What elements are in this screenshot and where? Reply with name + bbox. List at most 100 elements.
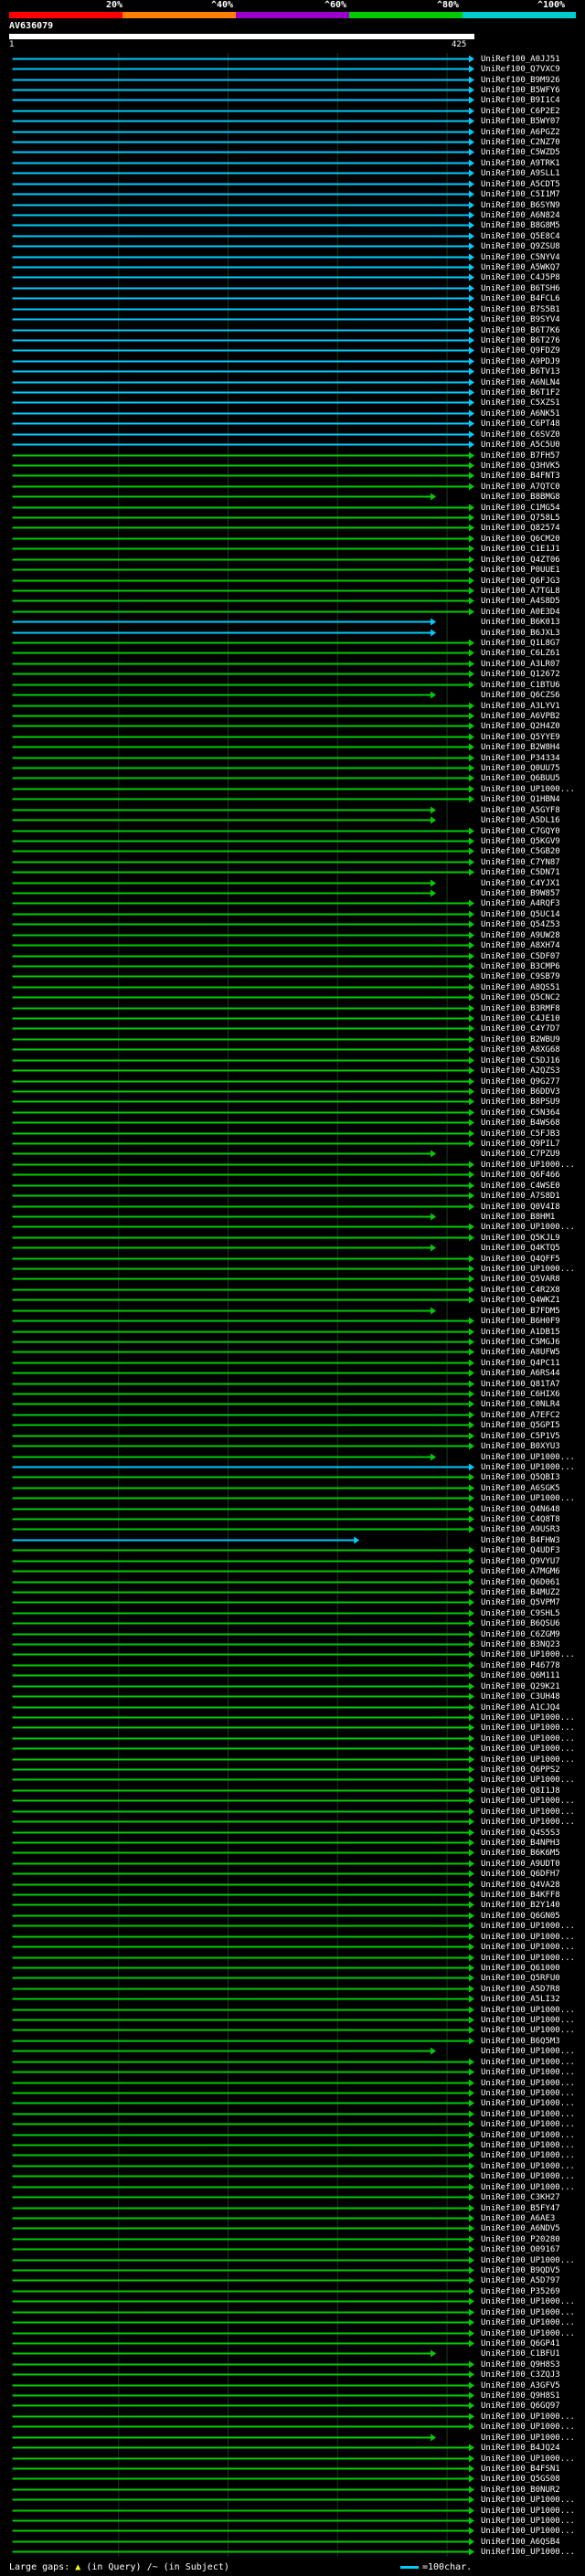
hit-label[interactable]: UniRef100_A4RQF3 bbox=[481, 898, 560, 908]
hit-label[interactable]: UniRef100_UP1000... bbox=[481, 2046, 575, 2056]
hit-label[interactable]: UniRef100_A9TRK1 bbox=[481, 158, 560, 168]
hit-label[interactable]: UniRef100_Q6CM20 bbox=[481, 534, 560, 544]
hit-label[interactable]: UniRef100_B9SYV4 bbox=[481, 314, 560, 324]
hit-label[interactable]: UniRef100_Q6PPS2 bbox=[481, 1765, 560, 1775]
hit-label[interactable]: UniRef100_UP1000... bbox=[481, 1921, 575, 1931]
hit-label[interactable]: UniRef100_B6Q5M3 bbox=[481, 2036, 560, 2046]
hit-label[interactable]: UniRef100_UP1000... bbox=[481, 2422, 575, 2432]
hit-label[interactable]: UniRef100_C4Y7D7 bbox=[481, 1023, 560, 1034]
hit-label[interactable]: UniRef100_Q8I1J8 bbox=[481, 1786, 560, 1796]
hit-label[interactable]: UniRef100_C6SVZ0 bbox=[481, 429, 560, 440]
hit-label[interactable]: UniRef100_B9I1C4 bbox=[481, 95, 560, 105]
hit-label[interactable]: UniRef100_B2WBU9 bbox=[481, 1034, 560, 1044]
hit-label[interactable]: UniRef100_A7TGL8 bbox=[481, 586, 560, 596]
hit-label[interactable]: UniRef100_Q5RFU0 bbox=[481, 1973, 560, 1983]
hit-label[interactable]: UniRef100_C7PZU9 bbox=[481, 1149, 560, 1159]
hit-label[interactable]: UniRef100_Q61000 bbox=[481, 1963, 560, 1973]
hit-label[interactable]: UniRef100_B4FHW3 bbox=[481, 1535, 560, 1545]
hit-label[interactable]: UniRef100_C4YJX1 bbox=[481, 878, 560, 888]
hit-label[interactable]: UniRef100_C4J5P8 bbox=[481, 272, 560, 282]
hit-label[interactable]: UniRef100_UP1000... bbox=[481, 2454, 575, 2464]
hit-label[interactable]: UniRef100_C5XZS1 bbox=[481, 398, 560, 408]
hit-label[interactable]: UniRef100_UP1000... bbox=[481, 1160, 575, 1170]
hit-label[interactable]: UniRef100_UP1000... bbox=[481, 2161, 575, 2171]
hit-label[interactable]: UniRef100_UP1000... bbox=[481, 1452, 575, 1462]
hit-label[interactable]: UniRef100_C4JE10 bbox=[481, 1013, 560, 1023]
hit-label[interactable]: UniRef100_B4FNT3 bbox=[481, 471, 560, 481]
hit-label[interactable]: UniRef100_UP1000... bbox=[481, 2296, 575, 2306]
hit-label[interactable]: UniRef100_B4JQ24 bbox=[481, 2443, 560, 2453]
hit-label[interactable]: UniRef100_Q9VYU7 bbox=[481, 1556, 560, 1566]
hit-label[interactable]: UniRef100_Q9PIL7 bbox=[481, 1139, 560, 1149]
hit-label[interactable]: UniRef100_B7FH57 bbox=[481, 451, 560, 461]
hit-label[interactable]: UniRef100_UP1000... bbox=[481, 1932, 575, 1942]
hit-label[interactable]: UniRef100_UP1000... bbox=[481, 2182, 575, 2192]
hit-label[interactable]: UniRef100_UP1000... bbox=[481, 1817, 575, 1827]
hit-label[interactable]: UniRef100_UP1000... bbox=[481, 1649, 575, 1659]
hit-label[interactable]: UniRef100_UP1000... bbox=[481, 2255, 575, 2265]
hit-label[interactable]: UniRef100_UP1000... bbox=[481, 1733, 575, 1744]
hit-label[interactable]: UniRef100_B7S5B1 bbox=[481, 304, 560, 314]
hit-label[interactable]: UniRef100_B4NPH3 bbox=[481, 1838, 560, 1848]
hit-label[interactable]: UniRef100_B6H0F9 bbox=[481, 1316, 560, 1326]
hit-label[interactable]: UniRef100_C5DF07 bbox=[481, 951, 560, 961]
hit-label[interactable]: UniRef100_UP1000... bbox=[481, 1723, 575, 1733]
hit-label[interactable]: UniRef100_Q9ZSU8 bbox=[481, 241, 560, 251]
hit-label[interactable]: UniRef100_Q6GQ97 bbox=[481, 2401, 560, 2411]
hit-label[interactable]: UniRef100_C1BTU6 bbox=[481, 680, 560, 690]
hit-label[interactable]: UniRef100_B5WFY6 bbox=[481, 85, 560, 95]
hit-label[interactable]: UniRef100_Q5E8C4 bbox=[481, 231, 560, 241]
hit-label[interactable]: UniRef100_UP1000... bbox=[481, 2015, 575, 2025]
hit-label[interactable]: UniRef100_B4MUZ2 bbox=[481, 1587, 560, 1597]
hit-label[interactable]: UniRef100_UP1000... bbox=[481, 784, 575, 794]
hit-label[interactable]: UniRef100_A3LYV1 bbox=[481, 701, 560, 711]
hit-label[interactable]: UniRef100_B6T276 bbox=[481, 335, 560, 345]
hit-label[interactable]: UniRef100_B8BMG8 bbox=[481, 492, 560, 502]
hit-label[interactable]: UniRef100_C4R2X8 bbox=[481, 1285, 560, 1295]
hit-label[interactable]: UniRef100_UP1000... bbox=[481, 2506, 575, 2516]
hit-label[interactable]: UniRef100_Q6FJG3 bbox=[481, 576, 560, 586]
hit-label[interactable]: UniRef100_Q9G277 bbox=[481, 1076, 560, 1087]
hit-label[interactable]: UniRef100_Q29K21 bbox=[481, 1681, 560, 1691]
hit-label[interactable]: UniRef100_B4FCL6 bbox=[481, 293, 560, 303]
hit-label[interactable]: UniRef100_B6JXL3 bbox=[481, 628, 560, 638]
hit-label[interactable]: UniRef100_C4WSE0 bbox=[481, 1181, 560, 1191]
hit-label[interactable]: UniRef100_C7YN87 bbox=[481, 857, 560, 867]
hit-label[interactable]: UniRef100_Q54Z53 bbox=[481, 919, 560, 929]
hit-label[interactable]: UniRef100_Q5VPM7 bbox=[481, 1597, 560, 1607]
hit-label[interactable]: UniRef100_B7FDM5 bbox=[481, 1306, 560, 1316]
hit-label[interactable]: UniRef100_C5MGJ6 bbox=[481, 1337, 560, 1347]
hit-label[interactable]: UniRef100_A4S8D5 bbox=[481, 596, 560, 606]
hit-label[interactable]: UniRef100_C2NZ70 bbox=[481, 137, 560, 147]
hit-label[interactable]: UniRef100_A6QSB4 bbox=[481, 2537, 560, 2547]
hit-label[interactable]: UniRef100_A5CDT5 bbox=[481, 179, 560, 189]
hit-label[interactable]: UniRef100_B3NQ23 bbox=[481, 1639, 560, 1649]
hit-label[interactable]: UniRef100_C3ZQJ3 bbox=[481, 2369, 560, 2380]
hit-label[interactable]: UniRef100_C0NLR4 bbox=[481, 1399, 560, 1409]
hit-label[interactable]: UniRef100_A9UW28 bbox=[481, 930, 560, 940]
hit-label[interactable]: UniRef100_A6SGK5 bbox=[481, 1483, 560, 1493]
hit-label[interactable]: UniRef100_Q9H8S1 bbox=[481, 2390, 560, 2401]
hit-label[interactable]: UniRef100_Q7VXC9 bbox=[481, 64, 560, 74]
hit-label[interactable]: UniRef100_Q82574 bbox=[481, 523, 560, 533]
hit-label[interactable]: UniRef100_C6P2E2 bbox=[481, 106, 560, 116]
hit-label[interactable]: UniRef100_A9SLL1 bbox=[481, 168, 560, 178]
hit-label[interactable]: UniRef100_Q4KTQ5 bbox=[481, 1243, 560, 1253]
hit-label[interactable]: UniRef100_Q5QBI3 bbox=[481, 1472, 560, 1482]
hit-label[interactable]: UniRef100_B6T1F2 bbox=[481, 387, 560, 398]
hit-label[interactable]: UniRef100_Q5KJL9 bbox=[481, 1233, 560, 1243]
hit-label[interactable]: UniRef100_Q5CNC2 bbox=[481, 992, 560, 1002]
hit-label[interactable]: UniRef100_A6NDV5 bbox=[481, 2223, 560, 2233]
hit-label[interactable]: UniRef100_A5C5U0 bbox=[481, 440, 560, 450]
hit-label[interactable]: UniRef100_C5NYV4 bbox=[481, 252, 560, 262]
hit-label[interactable]: UniRef100_A6NK51 bbox=[481, 408, 560, 419]
hit-label[interactable]: UniRef100_UP1000... bbox=[481, 1264, 575, 1274]
hit-label[interactable]: UniRef100_A0E3D4 bbox=[481, 607, 560, 617]
hit-label[interactable]: UniRef100_C9SB79 bbox=[481, 971, 560, 981]
hit-label[interactable]: UniRef100_B5FY47 bbox=[481, 2203, 560, 2213]
hit-label[interactable]: UniRef100_A3LR07 bbox=[481, 659, 560, 669]
hit-label[interactable]: UniRef100_UP1000... bbox=[481, 2307, 575, 2317]
hit-label[interactable]: UniRef100_A1CJQ4 bbox=[481, 1702, 560, 1712]
hit-label[interactable]: UniRef100_P20280 bbox=[481, 2234, 560, 2244]
hit-label[interactable]: UniRef100_UP1000... bbox=[481, 2495, 575, 2505]
